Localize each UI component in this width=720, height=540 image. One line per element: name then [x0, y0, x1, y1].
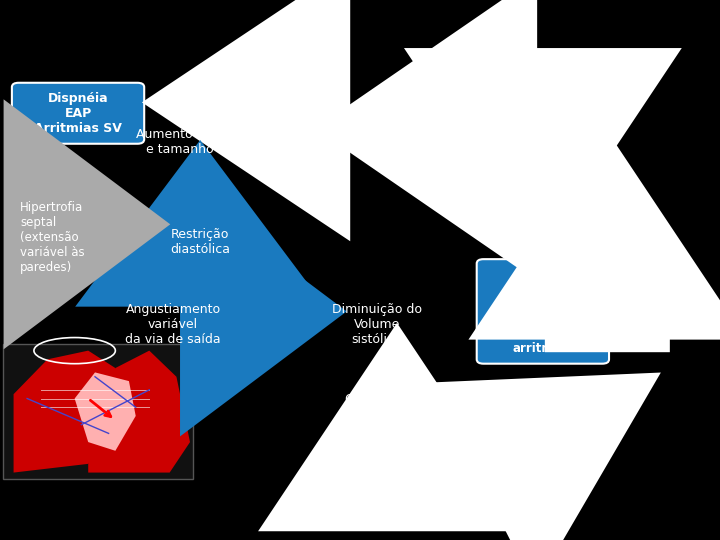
Text: Restrição
diastólica: Restrição diastólica [170, 228, 230, 256]
FancyBboxPatch shape [12, 83, 144, 144]
Text: Obstrução
dinâmica: Obstrução dinâmica [344, 393, 409, 421]
Text: Angustiamento
variável
da via de saída: Angustiamento variável da via de saída [125, 303, 221, 346]
Text: Movimento sistólico
Anterior da VM: Movimento sistólico Anterior da VM [413, 446, 537, 474]
Polygon shape [89, 350, 190, 472]
Text: Dispnéia
EAP
Arritmias SV: Dispnéia EAP Arritmias SV [34, 92, 122, 135]
Text: Aumento da pressão
e tamanho do AE: Aumento da pressão e tamanho do AE [135, 127, 265, 156]
FancyBboxPatch shape [4, 344, 194, 479]
Text: Hipertrofia
septal
(extensão
variável às
paredes): Hipertrofia septal (extensão variável às… [20, 201, 85, 274]
Polygon shape [75, 373, 135, 451]
Text: Insuficiência
mitral: Insuficiência mitral [515, 93, 598, 121]
Text: Angina
Síncopa

Tontura
Fadiga
arritmias: Angina Síncopa Tontura Fadiga arritmias [513, 267, 573, 355]
Text: Diminuição do
Volume
sistólico: Diminuição do Volume sistólico [332, 303, 422, 346]
Polygon shape [14, 350, 115, 472]
FancyBboxPatch shape [477, 259, 609, 363]
